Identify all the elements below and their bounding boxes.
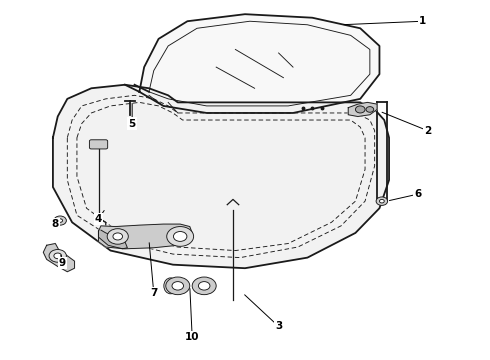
Circle shape xyxy=(355,106,365,113)
Circle shape xyxy=(49,249,66,262)
Text: 3: 3 xyxy=(275,321,282,332)
Circle shape xyxy=(113,233,122,240)
Circle shape xyxy=(366,107,374,112)
Circle shape xyxy=(107,229,128,244)
Circle shape xyxy=(379,199,384,203)
Circle shape xyxy=(192,277,216,294)
Circle shape xyxy=(58,219,63,222)
Polygon shape xyxy=(43,243,74,272)
Polygon shape xyxy=(53,85,389,268)
Polygon shape xyxy=(348,102,377,117)
Text: 2: 2 xyxy=(424,126,431,136)
Circle shape xyxy=(198,282,210,290)
Text: 8: 8 xyxy=(52,219,59,229)
FancyBboxPatch shape xyxy=(89,140,108,149)
Text: 6: 6 xyxy=(414,189,421,199)
Circle shape xyxy=(167,226,194,246)
Text: 5: 5 xyxy=(128,118,136,129)
Polygon shape xyxy=(98,230,127,249)
Text: 7: 7 xyxy=(150,288,157,298)
Circle shape xyxy=(173,231,187,242)
Ellipse shape xyxy=(164,278,177,294)
Text: 9: 9 xyxy=(59,258,66,268)
Circle shape xyxy=(172,282,184,290)
Circle shape xyxy=(376,197,388,206)
Circle shape xyxy=(54,253,62,259)
Polygon shape xyxy=(139,14,379,113)
Text: 10: 10 xyxy=(185,332,199,342)
Circle shape xyxy=(166,277,190,294)
Text: 4: 4 xyxy=(95,214,102,224)
Text: 1: 1 xyxy=(419,16,426,26)
Circle shape xyxy=(54,216,66,225)
Polygon shape xyxy=(98,224,192,249)
